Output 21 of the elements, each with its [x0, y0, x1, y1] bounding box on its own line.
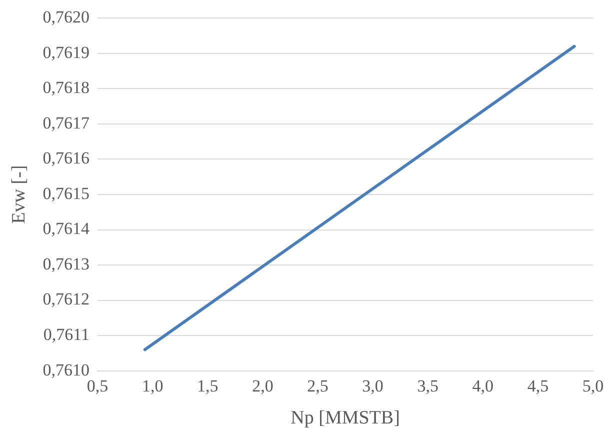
y-tick-label: 0,7612 [42, 290, 90, 309]
y-tick-label: 0,7619 [42, 42, 90, 62]
x-tick-label: 4,5 [527, 376, 549, 396]
y-tick-label: 0,7613 [42, 254, 90, 274]
y-tick-label: 0,7614 [42, 219, 90, 238]
y-tick-label: 0,7616 [42, 148, 90, 168]
y-tick-label: 0,7615 [42, 184, 90, 203]
x-tick-label: 5,0 [582, 376, 604, 396]
y-tick-label: 0,7620 [42, 8, 90, 27]
x-tick-label: 2,0 [252, 376, 274, 396]
x-tick-label: 3,0 [362, 376, 384, 396]
x-tick-label: 2,5 [307, 376, 328, 396]
y-tick-label: 0,7611 [43, 325, 90, 344]
x-tick-label: 1,0 [142, 376, 164, 396]
x-tick-label: 1,5 [197, 376, 218, 396]
y-axis-title: Evw [-] [8, 165, 30, 224]
x-axis-title: Np [MMSTB] [290, 408, 400, 429]
x-tick-label: 4,0 [472, 376, 494, 396]
y-tick-label: 0,7617 [42, 113, 90, 132]
y-tick-label: 0,7618 [42, 78, 90, 98]
x-tick-label: 3,5 [417, 376, 438, 396]
